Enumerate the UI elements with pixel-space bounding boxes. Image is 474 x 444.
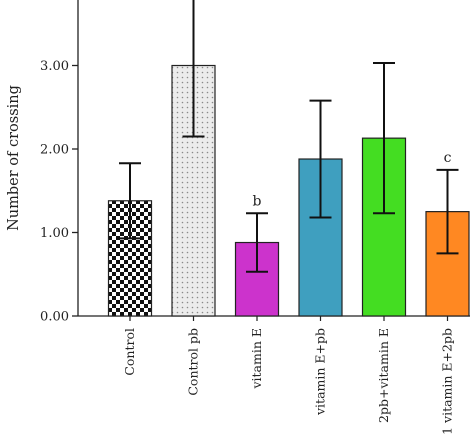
significance-label: c [444, 150, 452, 166]
x-category-label: 2pb+vitamin E [376, 328, 391, 423]
y-tick-label: 0.00 [40, 310, 69, 325]
x-axis-labels: Control Control pb vitamin E vitamin E+pb 2p… [122, 316, 455, 435]
y-tick-label: 3.00 [40, 59, 69, 74]
y-tick-label: 2.00 [40, 143, 69, 158]
x-category-label: Control pb [186, 328, 201, 396]
x-category-label: vitamin E [249, 328, 264, 390]
significance-label: b [253, 193, 262, 209]
x-category-label: 1 vitamin E+2pb [440, 328, 455, 435]
x-category-label: Control [122, 328, 137, 376]
bars-group: bc [107, 64, 470, 317]
y-tick-label: 1.00 [40, 226, 69, 241]
y-axis-ticks: 0.00 1.00 2.00 3.00 [40, 59, 78, 325]
x-category-label: vitamin E+pb [313, 328, 328, 416]
error-bars-group [119, 0, 459, 273]
y-axis-title: Number of crossing [6, 85, 22, 231]
